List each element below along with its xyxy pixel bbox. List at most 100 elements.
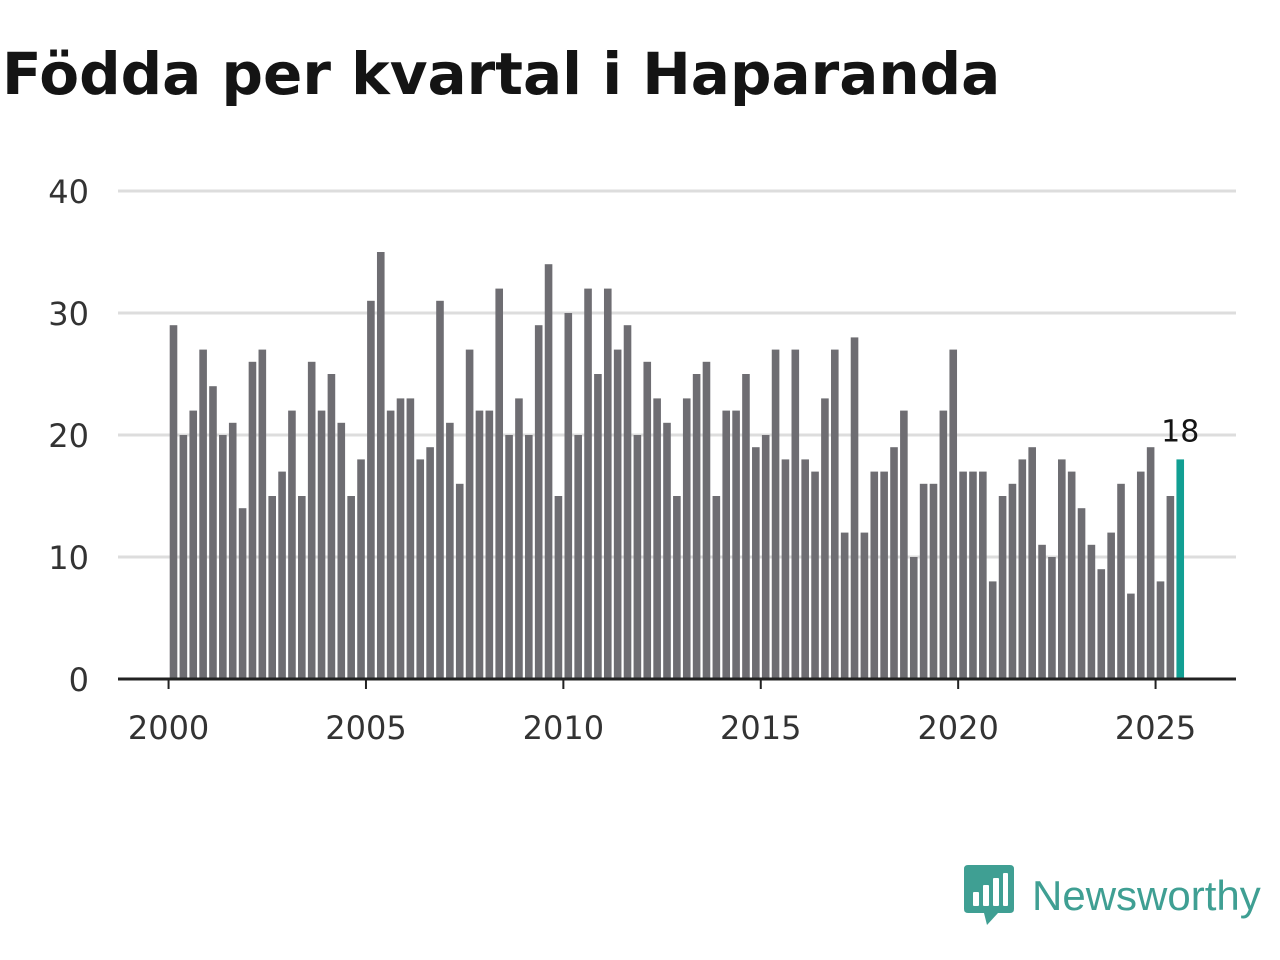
bar — [850, 337, 859, 679]
bar — [317, 410, 326, 679]
bar — [682, 398, 691, 679]
bar — [347, 496, 355, 679]
bar — [1008, 483, 1017, 679]
bar — [821, 398, 829, 679]
bar — [564, 313, 573, 679]
y-axis-tick-labels: 0 10 20 30 40 — [48, 173, 89, 699]
bar — [1077, 508, 1086, 679]
bar — [1058, 459, 1066, 679]
bar — [1018, 459, 1027, 679]
bar — [830, 349, 839, 679]
bar — [179, 435, 188, 679]
bar — [909, 557, 918, 679]
bar — [416, 459, 425, 679]
bar-latest-quarter — [1176, 459, 1185, 679]
bar — [1146, 447, 1155, 679]
x-tick-label: 2000 — [128, 709, 209, 747]
bar — [860, 532, 869, 679]
bar — [1048, 557, 1056, 679]
bar — [771, 349, 780, 679]
bar — [673, 496, 681, 679]
bar — [396, 398, 405, 679]
bar — [455, 483, 464, 679]
bar — [406, 398, 415, 679]
bar — [801, 459, 809, 679]
last-value-label: 18 — [1161, 414, 1199, 449]
bar — [534, 325, 543, 679]
bars — [169, 252, 1185, 679]
bar — [1117, 483, 1125, 679]
bar — [949, 349, 958, 679]
bar — [505, 435, 513, 679]
bar — [1067, 471, 1076, 679]
bar — [446, 422, 454, 679]
bar — [307, 361, 316, 679]
y-tick-label: 10 — [48, 539, 89, 577]
x-axis-tick-labels: 2000 2005 2010 2015 2020 2025 — [128, 709, 1196, 747]
bar — [219, 435, 227, 679]
bar — [1127, 593, 1135, 679]
bar — [979, 471, 987, 679]
bar — [732, 410, 740, 679]
bar — [722, 410, 731, 679]
bar — [386, 410, 395, 679]
bar — [929, 483, 938, 679]
bar — [475, 410, 484, 679]
bar — [574, 435, 582, 679]
bar — [1038, 544, 1046, 679]
bar — [988, 581, 997, 679]
bar — [870, 471, 879, 679]
bar — [327, 374, 336, 679]
bar — [692, 374, 701, 679]
bar — [169, 325, 178, 679]
bar — [337, 422, 346, 679]
x-tick-label: 2005 — [325, 709, 406, 747]
bar — [288, 410, 296, 679]
bar — [248, 361, 257, 679]
bar — [633, 435, 642, 679]
bar — [544, 264, 553, 679]
bar — [643, 361, 652, 679]
newsworthy-logo-icon — [964, 865, 1014, 925]
bar — [199, 349, 207, 679]
bar — [238, 508, 247, 679]
bar — [584, 288, 592, 679]
y-tick-label: 0 — [69, 661, 89, 699]
x-tick-label: 2010 — [523, 709, 604, 747]
bar — [781, 459, 790, 679]
x-tick-label: 2020 — [917, 709, 998, 747]
bar — [880, 471, 888, 679]
bar — [1087, 544, 1096, 679]
bar — [189, 410, 198, 679]
bar — [603, 288, 612, 679]
bar — [278, 471, 286, 679]
y-tick-label: 40 — [48, 173, 89, 211]
x-axis — [118, 677, 1236, 689]
bar — [1097, 569, 1106, 679]
bar — [969, 471, 977, 679]
bar — [594, 374, 602, 679]
bar — [1136, 471, 1145, 679]
bar — [1107, 532, 1115, 679]
bar — [712, 496, 721, 679]
bar — [919, 483, 928, 679]
bar — [623, 325, 632, 679]
x-tick-label: 2015 — [720, 709, 801, 747]
bar — [702, 361, 711, 679]
bar — [761, 435, 770, 679]
bar — [890, 447, 898, 679]
bar — [554, 496, 563, 679]
brand-logo: Newsworthy — [964, 864, 1261, 928]
bar — [811, 471, 819, 679]
bar — [791, 349, 800, 679]
annotations: 18 — [1161, 414, 1199, 449]
bar — [209, 386, 217, 679]
y-tick-label: 20 — [48, 417, 89, 455]
bar — [426, 447, 434, 679]
bar — [268, 496, 276, 679]
bar — [663, 422, 671, 679]
bar — [1166, 496, 1175, 679]
bar — [357, 459, 365, 679]
bar — [939, 410, 948, 679]
